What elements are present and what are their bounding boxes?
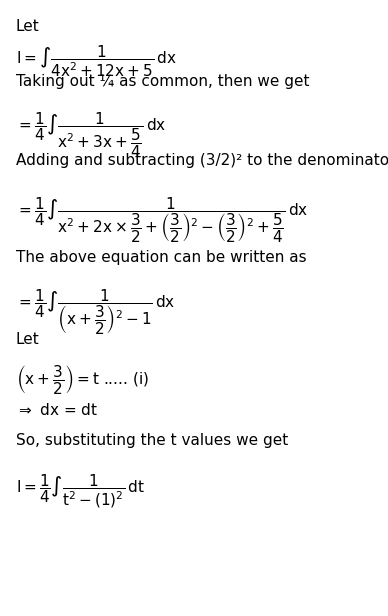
Text: $\mathrm{= \dfrac{1}{4}\int \dfrac{1}{\left(x + \dfrac{3}{2}\right)^2 - 1}\,dx}$: $\mathrm{= \dfrac{1}{4}\int \dfrac{1}{\l…	[16, 286, 175, 336]
Text: $\mathrm{= \dfrac{1}{4}\int \dfrac{1}{x^2 + 3x + \dfrac{5}{4}}\,dx}$: $\mathrm{= \dfrac{1}{4}\int \dfrac{1}{x^…	[16, 110, 166, 160]
Text: So, substituting the t values we get: So, substituting the t values we get	[16, 432, 288, 448]
Text: $\mathrm{= \dfrac{1}{4}\int \dfrac{1}{x^2 + 2x \times \dfrac{3}{2} + \left(\dfra: $\mathrm{= \dfrac{1}{4}\int \dfrac{1}{x^…	[16, 196, 308, 245]
Text: Adding and subtracting (3/2)² to the denominator: Adding and subtracting (3/2)² to the den…	[16, 153, 388, 168]
Text: $\mathrm{I = \int \dfrac{1}{4x^2+12x+5}\,dx}$: $\mathrm{I = \int \dfrac{1}{4x^2+12x+5}\…	[16, 44, 177, 79]
Text: $\mathrm{\left(x + \dfrac{3}{2}\right) = t}$ ..... (i): $\mathrm{\left(x + \dfrac{3}{2}\right) =…	[16, 363, 149, 395]
Text: $\mathrm{I = \dfrac{1}{4}\int \dfrac{1}{t^2 - (1)^2}\,dt}$: $\mathrm{I = \dfrac{1}{4}\int \dfrac{1}{…	[16, 472, 145, 509]
Text: Taking out ¼ as common, then we get: Taking out ¼ as common, then we get	[16, 74, 309, 89]
Text: $\Rightarrow$ dx = dt: $\Rightarrow$ dx = dt	[16, 402, 98, 418]
Text: The above equation can be written as: The above equation can be written as	[16, 250, 307, 265]
Text: Let: Let	[16, 19, 40, 34]
Text: Let: Let	[16, 332, 40, 347]
